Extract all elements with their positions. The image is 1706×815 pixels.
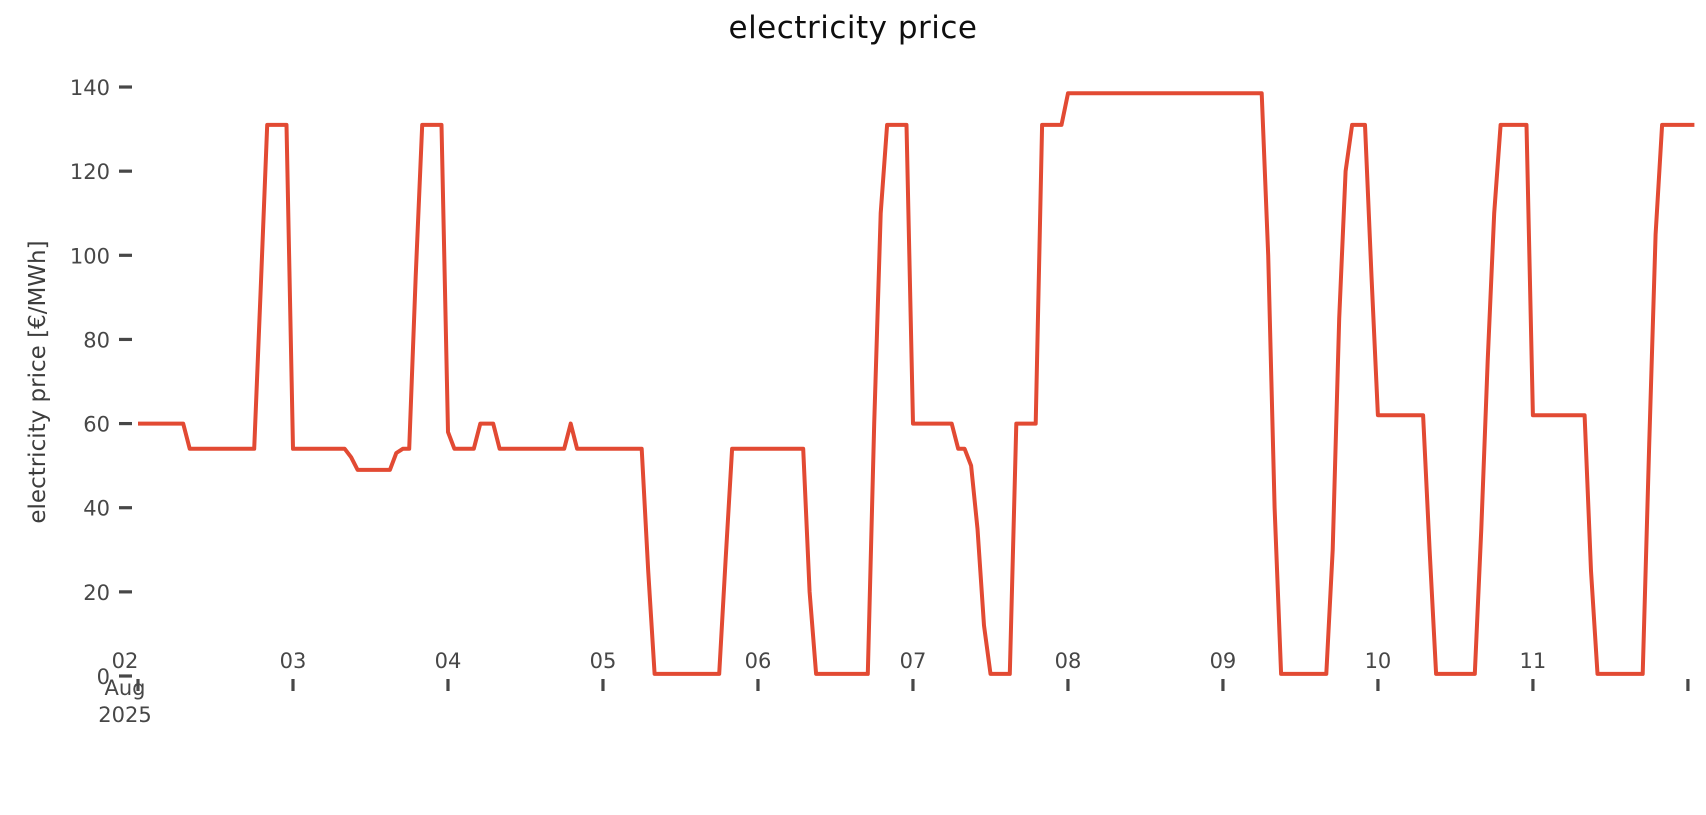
y-tick-label: 60: [83, 413, 110, 437]
y-tick-label: 20: [83, 581, 110, 605]
y-tick-label: 0: [97, 665, 110, 689]
x-axis-date-label: 2025: [98, 703, 151, 727]
y-axis-ticks: 0 20 40 60 80 100 120 140: [70, 76, 132, 689]
x-axis-ticks: 02 Aug 2025 03 04 05 06 07 08 09 10 11: [98, 649, 1690, 727]
x-tick-label: 10: [1365, 649, 1392, 673]
x-tick-label: 07: [900, 649, 927, 673]
chart-title: electricity price: [728, 10, 978, 46]
y-tick-label: 140: [70, 76, 110, 100]
x-tick-label: 09: [1210, 649, 1237, 673]
x-tick-label: 08: [1055, 649, 1082, 673]
x-tick-label: 06: [745, 649, 772, 673]
price-line: [138, 91, 1695, 676]
x-tick-label: 03: [280, 649, 307, 673]
x-tick-label: 02: [112, 649, 139, 673]
y-tick-label: 80: [83, 328, 110, 352]
y-tick-label: 100: [70, 244, 110, 268]
x-axis-date-label: Aug: [104, 676, 145, 700]
x-tick-label: 04: [435, 649, 462, 673]
x-tick-label: 11: [1520, 649, 1547, 673]
y-tick-label: 120: [70, 160, 110, 184]
x-tick-label: 05: [590, 649, 617, 673]
y-tick-label: 40: [83, 497, 110, 521]
